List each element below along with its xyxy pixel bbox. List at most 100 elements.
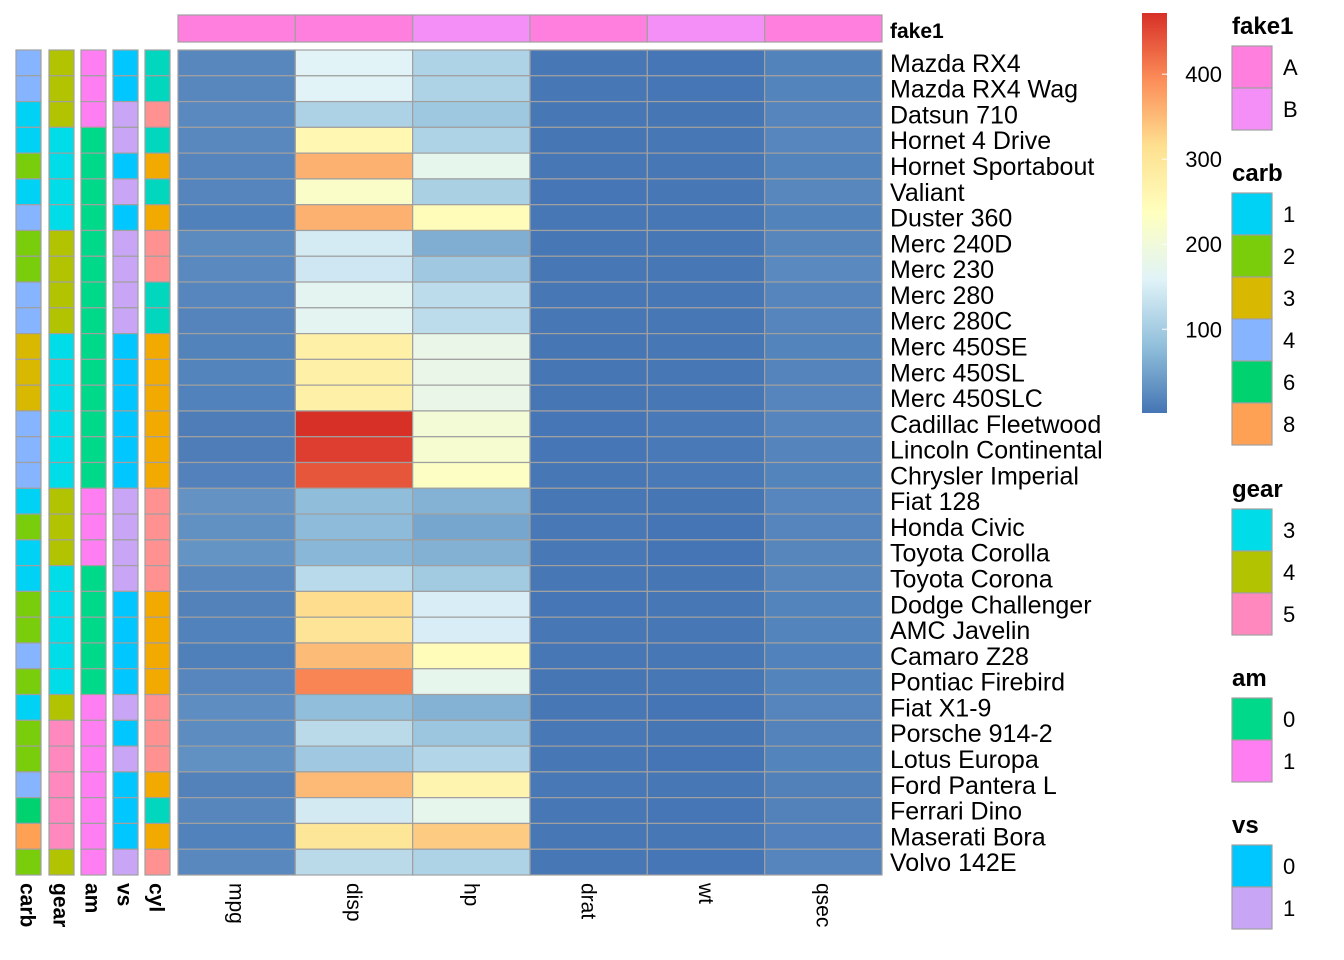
row-annotation-cell: [15, 384, 42, 412]
heatmap-cell: [412, 229, 531, 257]
heatmap-cell: [177, 49, 296, 77]
col-annotation-cell: [177, 14, 296, 43]
heatmap-cell: [177, 307, 296, 335]
row-annotation-cell: [144, 255, 171, 283]
row-annotation-cell: [15, 668, 42, 696]
heatmap-cell: [764, 152, 883, 180]
row-annotation-cell: [112, 255, 139, 283]
heatmap-cell: [529, 693, 648, 721]
row-label: Cadillac Fleetwood: [890, 411, 1101, 439]
heatmap-cell: [294, 75, 414, 103]
heatmap-cell: [177, 797, 296, 825]
heatmap-cell: [764, 616, 883, 644]
row-annotation-cell: [80, 668, 107, 696]
heatmap-cell: [177, 75, 296, 103]
heatmap-cell: [764, 745, 883, 773]
legend-swatch: [1231, 276, 1273, 320]
column-label: hp: [459, 883, 482, 906]
row-annotation-cell: [48, 178, 75, 206]
row-annotation-cell: [80, 797, 107, 825]
row-annotation-cell: [48, 668, 75, 696]
colorbar: [1142, 13, 1167, 413]
row-annotation-cell: [112, 152, 139, 180]
heatmap-cell: [529, 281, 648, 309]
row-annotation-label: vs: [113, 883, 136, 906]
row-annotation-cell: [112, 178, 139, 206]
row-annotation-cell: [15, 565, 42, 593]
legend-label: 4: [1283, 560, 1295, 585]
heatmap-cell: [177, 204, 296, 232]
heatmap-cell: [294, 565, 414, 593]
row-annotation-cell: [80, 848, 107, 876]
heatmap-cell: [646, 693, 766, 721]
legend-label: 4: [1283, 328, 1295, 353]
row-annotation-cell: [15, 49, 42, 77]
heatmap-cell: [764, 771, 883, 799]
row-annotation-cell: [48, 822, 75, 850]
row-annotation-cell: [112, 358, 139, 386]
row-annotation-cell: [15, 126, 42, 154]
row-annotation-cell: [48, 255, 75, 283]
row-annotation-cell: [144, 745, 171, 773]
heatmap-cell: [177, 229, 296, 257]
row-annotation-cell: [48, 719, 75, 747]
heatmap-cell: [764, 642, 883, 670]
heatmap-cell: [529, 204, 648, 232]
heatmap-cell: [177, 126, 296, 154]
heatmap-cell: [294, 822, 414, 850]
row-annotation-cell: [144, 693, 171, 721]
row-annotation-cell: [48, 693, 75, 721]
heatmap-cell: [412, 126, 531, 154]
row-annotation-cell: [144, 126, 171, 154]
row-annotation-cell: [112, 410, 139, 438]
row-annotation-cell: [80, 358, 107, 386]
row-label: Dodge Challenger: [890, 591, 1092, 619]
row-annotation-label: gear: [49, 883, 72, 927]
row-annotation-cell: [112, 461, 139, 489]
col-annotation-cell: [529, 14, 648, 43]
legend-title: am: [1232, 665, 1267, 692]
col-annotation-cell: [294, 14, 414, 43]
row-annotation-cell: [15, 281, 42, 309]
heatmap-cell: [646, 590, 766, 618]
row-annotation-cell: [48, 152, 75, 180]
row-annotation-cell: [15, 100, 42, 128]
heatmap-cell: [764, 178, 883, 206]
row-annotation-cell: [80, 487, 107, 515]
row-annotation-cell: [15, 745, 42, 773]
heatmap-cell: [412, 822, 531, 850]
legend-label: 3: [1283, 518, 1295, 543]
heatmap-cell: [646, 539, 766, 567]
heatmap-cell: [412, 668, 531, 696]
row-annotation-cell: [48, 616, 75, 644]
row-annotation-cell: [112, 693, 139, 721]
heatmap-cell: [529, 771, 648, 799]
heatmap-cell: [412, 745, 531, 773]
row-annotation-cell: [15, 307, 42, 335]
column-label: qsec: [811, 883, 834, 927]
heatmap-cell: [646, 204, 766, 232]
row-annotation-cell: [15, 75, 42, 103]
heatmap-cell: [646, 49, 766, 77]
heatmap-cell: [764, 822, 883, 850]
row-annotation-cell: [48, 384, 75, 412]
heatmap-cell: [294, 229, 414, 257]
row-annotation-cell: [48, 771, 75, 799]
column-label: disp: [342, 883, 365, 922]
row-label: Merc 280C: [890, 308, 1012, 336]
heatmap-cell: [529, 565, 648, 593]
legend-label: B: [1283, 97, 1298, 122]
heatmap-cell: [764, 693, 883, 721]
row-annotation-cell: [80, 255, 107, 283]
heatmap-cell: [646, 332, 766, 360]
row-annotation-cell: [48, 332, 75, 360]
row-annotation-cell: [15, 255, 42, 283]
row-annotation-cell: [15, 590, 42, 618]
colorbar-tick-label: 400: [1185, 62, 1222, 87]
heatmap-cell: [529, 616, 648, 644]
row-label: Merc 450SE: [890, 333, 1028, 361]
row-annotation-cell: [15, 461, 42, 489]
row-annotation-cell: [15, 797, 42, 825]
row-annotation-cell: [112, 49, 139, 77]
